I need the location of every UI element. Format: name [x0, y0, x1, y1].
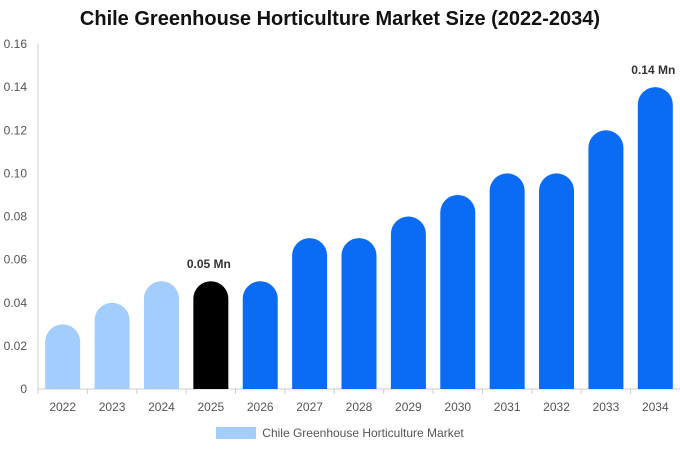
bar-2033: [588, 130, 624, 389]
bar-2034: [637, 87, 673, 389]
bar-2024: [143, 281, 179, 389]
x-tick-label: 2026: [247, 400, 274, 414]
x-tick-label: 2029: [395, 400, 422, 414]
x-tick-label: 2031: [494, 400, 521, 414]
bar-2028: [341, 238, 377, 389]
x-tick-label: 2022: [49, 400, 76, 414]
legend: Chile Greenhouse Horticulture Market: [0, 426, 680, 440]
bars: [45, 87, 673, 389]
bar-2026: [242, 281, 278, 389]
bar-2032: [539, 173, 575, 389]
chart-title: Chile Greenhouse Horticulture Market Siz…: [79, 8, 601, 30]
y-tick-label: 0.02: [4, 339, 28, 353]
bar-2023: [94, 302, 130, 389]
y-tick-label: 0.10: [4, 166, 28, 180]
x-tick-label: 2025: [197, 400, 224, 414]
data-label-2025: 0.05 Mn: [187, 257, 231, 271]
x-tick-label: 2033: [593, 400, 620, 414]
y-tick-label: 0.16: [4, 37, 28, 51]
x-tick-label: 2027: [296, 400, 323, 414]
y-tick-label: 0.12: [4, 123, 28, 137]
bar-2025: [193, 281, 229, 389]
data-label-2034: 0.14 Mn: [631, 63, 675, 77]
y-tick-label: 0.08: [4, 210, 28, 224]
bar-2031: [489, 173, 525, 389]
x-tick-label: 2032: [543, 400, 570, 414]
data-labels: 0.05 Mn 0.14 Mn: [187, 63, 675, 271]
y-tick-label: 0.06: [4, 253, 28, 267]
x-axis: 2022 2023 2024 2025 2026 2027 2028 2029 2030 2031…: [37, 388, 680, 414]
bar-2029: [390, 216, 426, 389]
y-tick-label: 0.04: [4, 296, 28, 310]
x-tick-label: 2034: [642, 400, 669, 414]
x-tick-label: 2024: [148, 400, 175, 414]
bar-2022: [45, 324, 81, 389]
x-tick-label: 2023: [99, 400, 126, 414]
bar-2030: [440, 194, 476, 389]
legend-swatch: [216, 427, 257, 439]
x-tick-label: 2028: [346, 400, 373, 414]
y-axis: 0 0.02 0.04 0.06 0.08 0.10 0.12 0.14 0.16: [4, 37, 39, 396]
x-tick-label: 2030: [444, 400, 471, 414]
legend-label: Chile Greenhouse Horticulture Market: [262, 426, 464, 440]
y-tick-label: 0: [20, 382, 27, 396]
bar-2027: [292, 238, 328, 389]
y-tick-label: 0.14: [4, 80, 28, 94]
